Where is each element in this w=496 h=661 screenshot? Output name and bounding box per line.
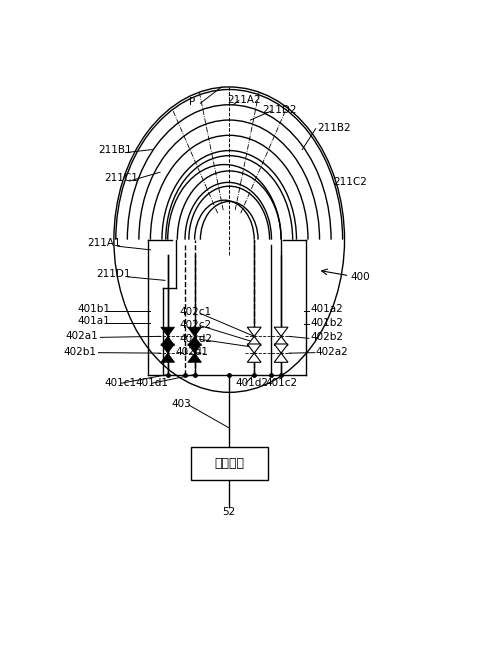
Polygon shape (274, 336, 288, 346)
Polygon shape (248, 344, 261, 353)
Polygon shape (161, 327, 175, 336)
Text: 211A1: 211A1 (87, 238, 121, 249)
Text: 52: 52 (223, 507, 236, 517)
Text: 401a1: 401a1 (77, 316, 110, 326)
Text: 402b2: 402b2 (310, 332, 343, 342)
Text: 401b1: 401b1 (77, 304, 111, 315)
Text: 400: 400 (350, 272, 370, 282)
Text: 401d2: 401d2 (235, 378, 268, 388)
Polygon shape (274, 353, 288, 362)
Text: 吸引装置: 吸引装置 (214, 457, 244, 470)
Text: 401b2: 401b2 (310, 317, 343, 328)
Text: 211D2: 211D2 (262, 105, 297, 115)
Polygon shape (161, 353, 175, 362)
Text: P: P (189, 97, 195, 107)
Polygon shape (161, 336, 175, 346)
Text: 402c2: 402c2 (179, 320, 211, 330)
Text: 211A2: 211A2 (227, 95, 261, 104)
Polygon shape (248, 353, 261, 362)
Polygon shape (187, 353, 201, 362)
Text: 402d2: 402d2 (179, 334, 212, 344)
Text: 211C2: 211C2 (333, 177, 367, 187)
Text: 402a1: 402a1 (66, 331, 99, 341)
Text: 402d1: 402d1 (176, 347, 208, 357)
Text: 401d1: 401d1 (135, 378, 168, 388)
Text: 402c1: 402c1 (179, 307, 211, 317)
Polygon shape (187, 336, 201, 346)
Text: 211D1: 211D1 (97, 269, 131, 279)
Text: 211B2: 211B2 (317, 123, 351, 133)
Polygon shape (248, 327, 261, 336)
Text: 402b1: 402b1 (64, 346, 97, 357)
Polygon shape (248, 336, 261, 346)
Polygon shape (187, 344, 201, 353)
Text: 211B1: 211B1 (99, 145, 132, 155)
Polygon shape (274, 344, 288, 353)
Polygon shape (274, 327, 288, 336)
Polygon shape (161, 344, 175, 353)
Text: 401c1: 401c1 (104, 378, 136, 388)
Text: 402a2: 402a2 (316, 346, 349, 357)
Text: 401c2: 401c2 (266, 378, 298, 388)
Text: 403: 403 (172, 399, 191, 409)
Bar (191, 447, 268, 480)
Text: 211C1: 211C1 (104, 173, 138, 183)
Text: 401a2: 401a2 (310, 304, 343, 315)
Polygon shape (187, 327, 201, 336)
